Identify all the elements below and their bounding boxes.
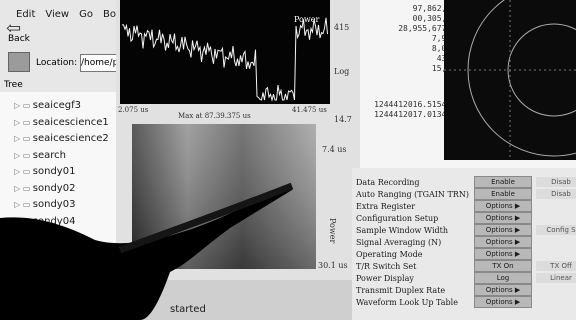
menu-item[interactable]: Bo <box>102 9 116 20</box>
setting-option[interactable]: Disab <box>536 177 576 187</box>
menu-item[interactable]: Edit <box>16 9 36 20</box>
setting-row: Data Recording Enable Disab <box>356 176 576 188</box>
settings-list: Data Recording Enable Disab Auto Ranging (T… <box>356 176 576 308</box>
readout: 8,077 <box>431 44 456 53</box>
polar-ring <box>467 0 576 157</box>
location-label: Location: <box>36 58 78 68</box>
setting-row: Waveform Look Up Table Options ▶ <box>356 296 576 308</box>
setting-label: Auto Ranging (TGAIN TRN) <box>356 189 469 199</box>
spectrum-bottom-label: 14.7 <box>334 115 352 124</box>
max-label: Max at 87.39.375 us <box>178 112 251 120</box>
setting-label: Power Display <box>356 273 414 283</box>
setting-option[interactable]: Config S <box>536 225 576 235</box>
tree-title: Tree <box>4 80 23 90</box>
tree-item[interactable]: sondy04 <box>14 216 109 233</box>
tree-item[interactable]: sondy01 <box>14 166 109 183</box>
tree-item[interactable]: seaicescience2 <box>14 133 109 150</box>
back-button[interactable]: Back <box>8 34 30 44</box>
menu-bar: Edit View Go Bo <box>16 2 126 21</box>
location-field[interactable]: /home/pa <box>80 54 122 72</box>
setting-button[interactable]: Options ▶ <box>474 224 532 236</box>
spectrum-top-label: 415 <box>334 23 349 32</box>
readout: 1244412017.013442 <box>374 110 456 119</box>
waterfall-top: 7.4 us <box>322 145 347 154</box>
setting-label: Configuration Setup <box>356 213 439 223</box>
setting-row: Auto Ranging (TGAIN TRN) Enable Disab <box>356 188 576 200</box>
hand <box>0 186 292 320</box>
setting-label: T/R Switch Set <box>356 261 417 271</box>
waterfall-axis: Power <box>328 218 337 243</box>
polar-ring <box>507 23 576 117</box>
setting-row: Operating Mode Options ▶ <box>356 248 576 260</box>
menu-item[interactable]: View <box>45 9 70 20</box>
readout: 00,305,05 <box>412 14 456 23</box>
setting-row: Extra Register Options ▶ <box>356 200 576 212</box>
readout: 28,955,677,6 <box>398 24 456 33</box>
readout: 97,862,58 <box>412 4 456 13</box>
setting-button[interactable]: Enable <box>474 176 532 188</box>
readout: 1244412016.515430 <box>374 100 456 109</box>
setting-label: Waveform Look Up Table <box>356 297 458 307</box>
setting-option[interactable]: TX Off <box>536 261 576 271</box>
setting-button[interactable]: Options ▶ <box>474 212 532 224</box>
waterfall-bottom: 30.1 us <box>318 261 348 270</box>
x-end: 41.475 us <box>292 106 327 114</box>
readout: 7,953 <box>431 34 456 43</box>
setting-row: Configuration Setup Options ▶ <box>356 212 576 224</box>
tree-item[interactable]: seaicescience1 <box>14 117 109 134</box>
setting-label: Extra Register <box>356 201 416 211</box>
setting-label: Data Recording <box>356 177 420 187</box>
setting-label: Signal Averaging (N) <box>356 237 442 247</box>
spectrum-trace <box>122 17 328 102</box>
tree-item[interactable]: sondy03 <box>14 199 109 216</box>
setting-button[interactable]: Options ▶ <box>474 284 532 296</box>
setting-row: Signal Averaging (N) Options ▶ <box>356 236 576 248</box>
pen <box>118 182 294 254</box>
setting-row: T/R Switch Set TX On TX Off <box>356 260 576 272</box>
spectrum-legend: Power <box>294 15 319 24</box>
readout: 15, 4 <box>431 64 456 73</box>
setting-button[interactable]: Options ▶ <box>474 248 532 260</box>
setting-button[interactable]: Options ▶ <box>474 296 532 308</box>
edit-icon[interactable] <box>8 52 30 72</box>
menu-item[interactable]: Go <box>79 9 93 20</box>
setting-button[interactable]: TX On <box>474 260 532 272</box>
polar-plot <box>444 0 576 160</box>
setting-label: Sample Window Width <box>356 225 449 235</box>
status-text: started <box>170 304 206 315</box>
setting-row: Transmit Duplex Rate Options ▶ <box>356 284 576 296</box>
setting-option[interactable]: Disab <box>536 189 576 199</box>
tree-item[interactable]: search <box>14 150 109 167</box>
setting-option[interactable]: Linear <box>536 273 576 283</box>
setting-button[interactable]: Enable <box>474 188 532 200</box>
setting-button[interactable]: Log <box>474 272 532 284</box>
tree-item[interactable]: sondy02 <box>14 183 109 200</box>
setting-label: Transmit Duplex Rate <box>356 285 446 295</box>
setting-row: Sample Window Width Options ▶ Config S <box>356 224 576 236</box>
tree-item[interactable]: seaicegf3 <box>14 100 109 117</box>
setting-label: Operating Mode <box>356 249 423 259</box>
setting-button[interactable]: Options ▶ <box>474 200 532 212</box>
x-start: 2.075 us <box>118 106 149 114</box>
setting-button[interactable]: Options ▶ <box>474 236 532 248</box>
setting-row: Power Display Log Linear <box>356 272 576 284</box>
spectrum-scale: Log <box>334 67 349 76</box>
